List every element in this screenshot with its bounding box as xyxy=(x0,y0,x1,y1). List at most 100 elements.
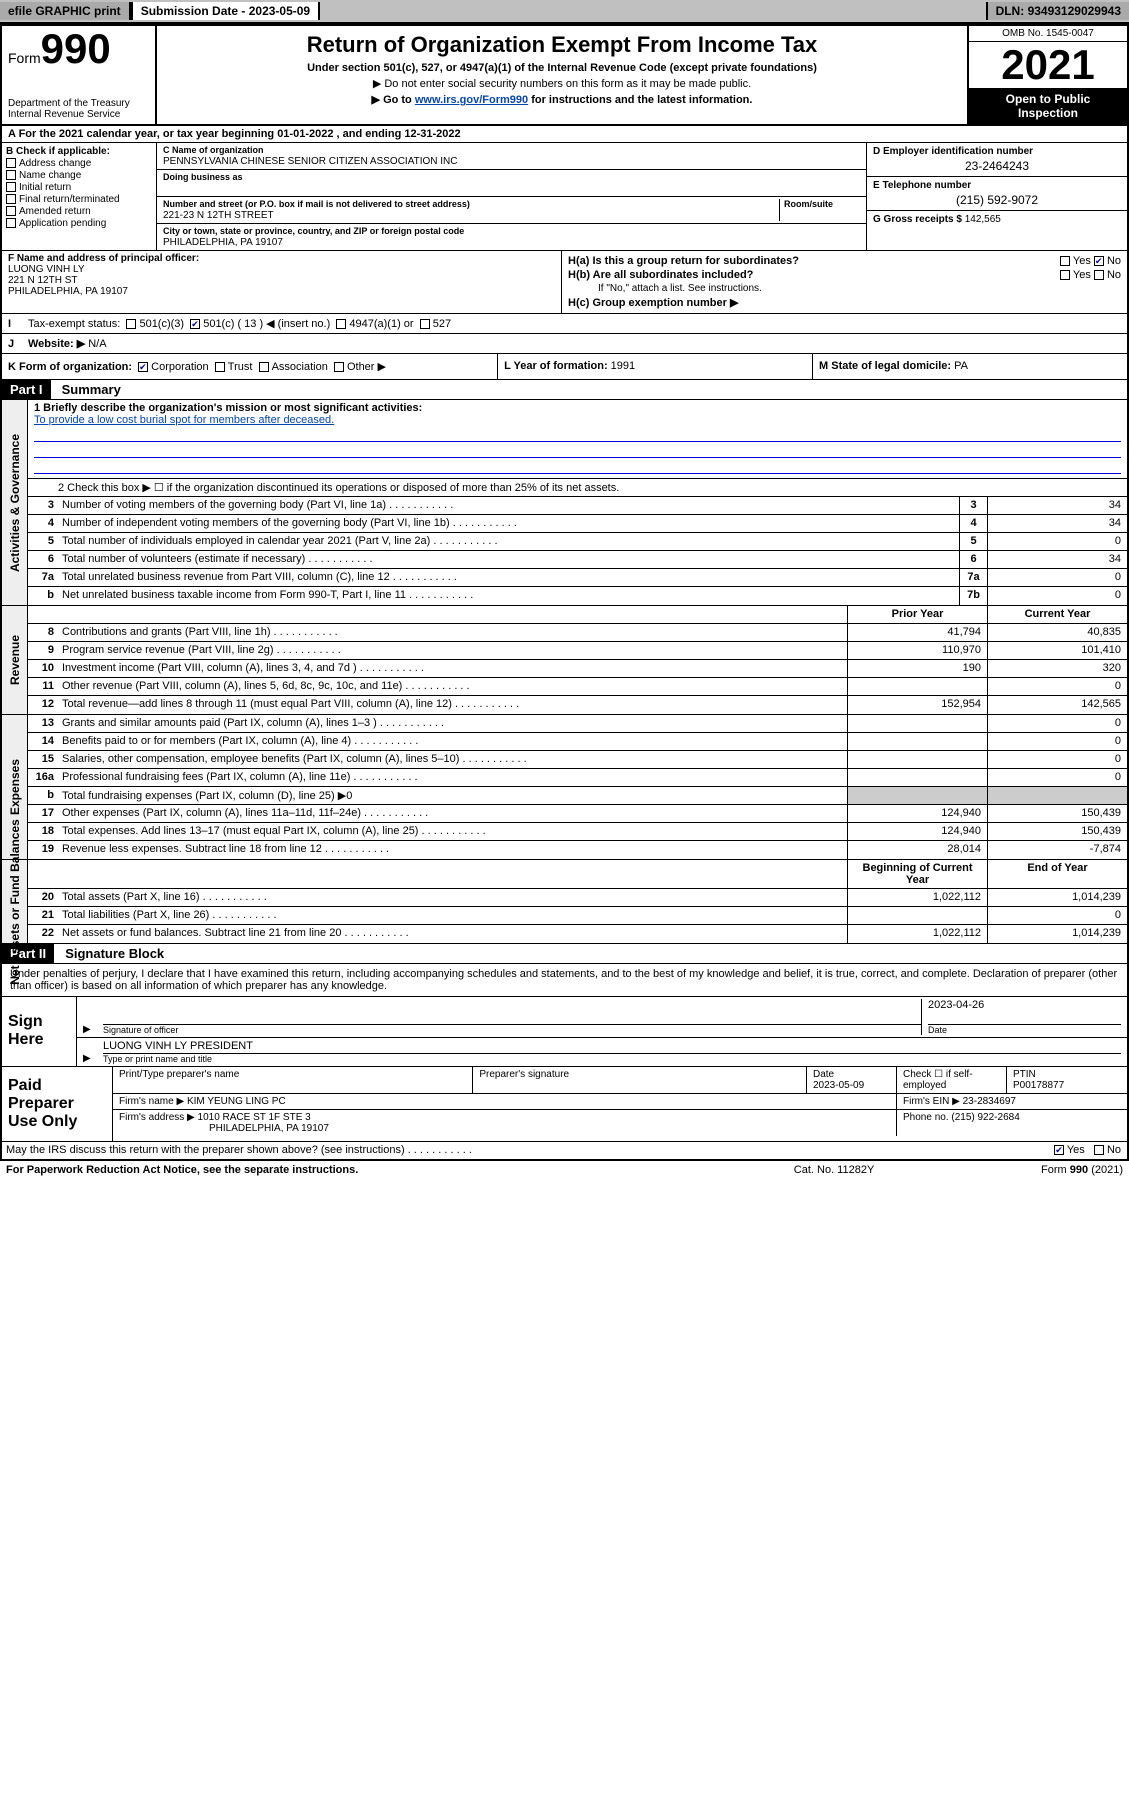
block-f: F Name and address of principal officer:… xyxy=(2,251,562,313)
org-name-cell: C Name of organization PENNSYLVANIA CHIN… xyxy=(157,143,866,170)
form-ref: Form 990 (2021) xyxy=(1041,1164,1123,1176)
open-public-badge: Open to Public Inspection xyxy=(969,88,1127,124)
subtitle-2: ▶ Do not enter social security numbers o… xyxy=(165,77,959,90)
cat-number: Cat. No. 11282Y xyxy=(627,1164,1041,1176)
sign-here-label: Sign Here xyxy=(2,997,77,1066)
revenue-body: Prior Year Current Year 8Contributions a… xyxy=(28,606,1127,714)
sig-date-cell: 2023-04-26 Date xyxy=(921,999,1121,1035)
header-mid: Return of Organization Exempt From Incom… xyxy=(157,26,967,124)
cb-trust[interactable] xyxy=(215,362,225,372)
table-row: 7aTotal unrelated business revenue from … xyxy=(28,569,1127,587)
row-j-website: J Website: ▶ N/A xyxy=(2,334,1127,354)
form-prefix: Form xyxy=(8,50,41,66)
cb-name-change[interactable]: Name change xyxy=(6,170,152,181)
block-d: D Employer identification number 23-2464… xyxy=(867,143,1127,250)
block-b-title: B Check if applicable: xyxy=(6,146,152,157)
officer-name-line: LUONG VINH LY PRESIDENT Type or print na… xyxy=(77,1038,1127,1066)
paid-preparer-fields: Print/Type preparer's name Preparer's si… xyxy=(112,1067,1127,1141)
line-1-brief: 1 Briefly describe the organization's mi… xyxy=(28,400,1127,478)
table-row: 5Total number of individuals employed in… xyxy=(28,533,1127,551)
signature-block: Under penalties of perjury, I declare th… xyxy=(2,964,1127,1159)
table-row: 19Revenue less expenses. Subtract line 1… xyxy=(28,841,1127,859)
efile-label[interactable]: efile GRAPHIC print xyxy=(0,2,131,20)
block-m: M State of legal domicile: PA xyxy=(813,354,1127,379)
cb-501c3[interactable] xyxy=(126,319,136,329)
mission-text: To provide a low cost burial spot for me… xyxy=(34,414,1121,426)
block-c: C Name of organization PENNSYLVANIA CHIN… xyxy=(157,143,867,250)
tax-year: 2021 xyxy=(969,42,1127,88)
paid-preparer-label: Paid Preparer Use Only xyxy=(2,1067,112,1141)
section-governance: Activities & Governance 1 Briefly descri… xyxy=(2,400,1127,606)
part-1-header-row: Part I Summary xyxy=(2,380,1127,400)
cb-app-pending[interactable]: Application pending xyxy=(6,218,152,229)
self-employed-cell[interactable]: Check ☐ if self-employed xyxy=(897,1067,1007,1093)
block-b: B Check if applicable: Address change Na… xyxy=(2,143,157,250)
table-row: 11Other revenue (Part VIII, column (A), … xyxy=(28,678,1127,696)
section-expenses: Expenses 13Grants and similar amounts pa… xyxy=(2,715,1127,860)
governance-body: 1 Briefly describe the organization's mi… xyxy=(28,400,1127,605)
table-row: 8Contributions and grants (Part VIII, li… xyxy=(28,624,1127,642)
table-row: 14Benefits paid to or for members (Part … xyxy=(28,733,1127,751)
dln: DLN: 93493129029943 xyxy=(986,2,1129,20)
cb-final-return[interactable]: Final return/terminated xyxy=(6,194,152,205)
col-begin-year: Beginning of Current Year xyxy=(847,860,987,888)
cb-amended[interactable]: Amended return xyxy=(6,206,152,217)
subtitle-3: ▶ Go to www.irs.gov/Form990 for instruct… xyxy=(165,93,959,106)
arrow-icon xyxy=(83,1023,103,1035)
officer-addr1: 221 N 12TH ST xyxy=(8,275,77,286)
vert-label-netassets: Net Assets or Fund Balances xyxy=(2,860,28,943)
may-yes-cb[interactable] xyxy=(1054,1145,1064,1155)
state-domicile: PA xyxy=(954,360,968,372)
hb-no-cb[interactable] xyxy=(1094,270,1104,280)
ha-no-cb[interactable] xyxy=(1094,256,1104,266)
cb-address-change[interactable]: Address change xyxy=(6,158,152,169)
brief-blank-line xyxy=(34,444,1121,458)
header-right: OMB No. 1545-0047 2021 Open to Public In… xyxy=(967,26,1127,124)
section-netassets: Net Assets or Fund Balances Beginning of… xyxy=(2,860,1127,944)
may-no-cb[interactable] xyxy=(1094,1145,1104,1155)
city-cell: City or town, state or province, country… xyxy=(157,224,866,250)
submission-date: Submission Date - 2023-05-09 xyxy=(131,2,320,20)
part-1-title: Summary xyxy=(54,382,121,397)
h-b-note: If "No," attach a list. See instructions… xyxy=(568,283,1121,294)
form-title: Return of Organization Exempt From Incom… xyxy=(165,32,959,58)
officer-name-cell: LUONG VINH LY PRESIDENT Type or print na… xyxy=(103,1040,1121,1064)
subtitle-1: Under section 501(c), 527, or 4947(a)(1)… xyxy=(165,62,959,74)
col-end-year: End of Year xyxy=(987,860,1127,888)
preparer-name-hdr: Print/Type preparer's name xyxy=(113,1067,473,1093)
table-row: 16aProfessional fundraising fees (Part I… xyxy=(28,769,1127,787)
gross-receipts-cell: G Gross receipts $ 142,565 xyxy=(867,211,1127,239)
line-2: 2 Check this box ▶ ☐ if the organization… xyxy=(28,478,1127,497)
cb-assoc[interactable] xyxy=(259,362,269,372)
firm-addr-line: Firm's address ▶ 1010 RACE ST 1F STE 3 P… xyxy=(113,1110,1127,1136)
officer-sig-cell[interactable]: Signature of officer xyxy=(103,1011,921,1035)
dept-treasury: Department of the Treasury xyxy=(8,98,149,109)
h-c: H(c) Group exemption number ▶ xyxy=(568,296,1121,309)
blocks-bcd: B Check if applicable: Address change Na… xyxy=(2,143,1127,251)
cb-initial-return[interactable]: Initial return xyxy=(6,182,152,193)
header-left: Form990 Department of the Treasury Inter… xyxy=(2,26,157,124)
brief-blank-line xyxy=(34,460,1121,474)
firm-name-cell: Firm's name ▶ KIM YEUNG LING PC xyxy=(113,1094,897,1109)
street-cell: Number and street (or P.O. box if mail i… xyxy=(157,197,866,224)
ha-yes-cb[interactable] xyxy=(1060,256,1070,266)
irs-link[interactable]: www.irs.gov/Form990 xyxy=(415,94,528,106)
omb-number: OMB No. 1545-0047 xyxy=(969,26,1127,42)
vert-label-governance: Activities & Governance xyxy=(2,400,28,605)
expenses-body: 13Grants and similar amounts paid (Part … xyxy=(28,715,1127,859)
ein-cell: D Employer identification number 23-2464… xyxy=(867,143,1127,177)
block-k: K Form of organization: Corporation Trus… xyxy=(2,354,498,379)
cb-other[interactable] xyxy=(334,362,344,372)
cb-4947[interactable] xyxy=(336,319,346,329)
firm-name-line: Firm's name ▶ KIM YEUNG LING PC Firm's E… xyxy=(113,1094,1127,1110)
arrow-icon xyxy=(83,1052,103,1064)
cb-501c[interactable] xyxy=(190,319,200,329)
hb-yes-cb[interactable] xyxy=(1060,270,1070,280)
table-row: bNet unrelated business taxable income f… xyxy=(28,587,1127,605)
cb-527[interactable] xyxy=(420,319,430,329)
ein-value: 23-2464243 xyxy=(873,159,1121,173)
part-2-header-row: Part II Signature Block xyxy=(2,944,1127,964)
page-footer: For Paperwork Reduction Act Notice, see … xyxy=(0,1161,1129,1179)
cb-corp[interactable] xyxy=(138,362,148,372)
sign-here-row: Sign Here Signature of officer 2023-04-2… xyxy=(2,997,1127,1066)
